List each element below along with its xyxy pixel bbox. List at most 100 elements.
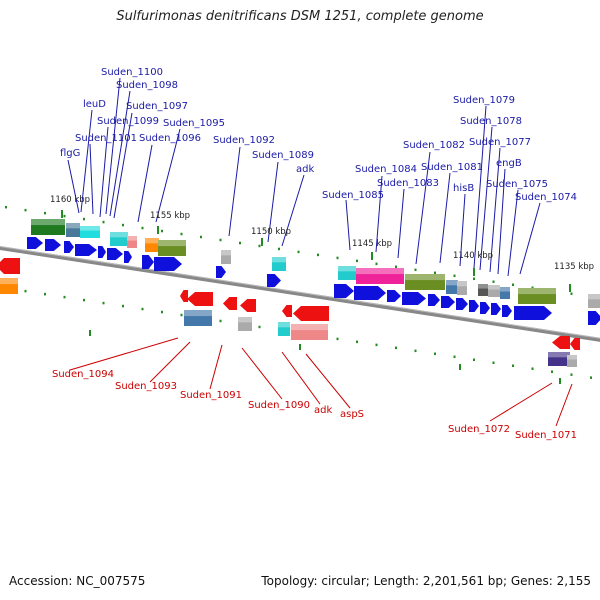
- accession-label: Accession: NC_007575: [9, 574, 146, 588]
- forward-arrow-5: [107, 248, 123, 260]
- block-steel-1-shine: [66, 223, 80, 229]
- reverse-gene-leader-5: [305, 353, 351, 409]
- reverse-gene-leader-1: [149, 341, 191, 383]
- forward-gene-leader-23: [519, 202, 541, 275]
- block-steel-2: [446, 280, 458, 294]
- forward-arrow-7: [142, 255, 154, 269]
- forward-arrow-1: [45, 239, 61, 251]
- forward-gene-leader-9: [228, 146, 241, 237]
- forward-gene-label-18: Suden_1079: [453, 95, 515, 106]
- forward-arrow-22: [514, 306, 552, 320]
- block-pink-2-shine: [291, 324, 328, 331]
- block-gray-1-shine: [221, 250, 231, 256]
- block-gray-6: [567, 355, 577, 367]
- position-label-1: 1155 kbp: [150, 211, 190, 221]
- reverse-arrow-0: [0, 258, 20, 274]
- position-label-2: 1150 kbp: [251, 227, 291, 237]
- forward-arrow-18: [469, 300, 479, 312]
- forward-gene-leader-6: [89, 143, 94, 215]
- reverse-gene-leader-2: [209, 344, 223, 390]
- reverse-arrow-2: [187, 292, 213, 306]
- block-orange-1-shine: [145, 238, 159, 244]
- forward-gene-label-15: Suden_1082: [403, 140, 465, 151]
- reverse-gene-label-4: adk: [314, 405, 332, 416]
- forward-arrow-14: [402, 292, 426, 305]
- reverse-gene-label-7: Suden_1071: [515, 430, 577, 441]
- forward-arrow-20: [491, 303, 501, 315]
- forward-gene-label-2: leuD: [83, 99, 106, 110]
- block-gray-1: [221, 250, 231, 264]
- forward-gene-label-5: Suden_1095: [163, 118, 225, 129]
- block-olive-3-shine: [518, 288, 556, 295]
- forward-gene-leader-18: [473, 105, 487, 269]
- block-pink-1: [127, 236, 137, 248]
- forward-gene-label-23: Suden_1074: [515, 192, 577, 203]
- reverse-gene-label-2: Suden_1091: [180, 390, 242, 401]
- forward-gene-leader-10: [267, 161, 279, 243]
- forward-arrow-8: [154, 257, 182, 271]
- reverse-gene-label-3: Suden_1090: [248, 400, 310, 411]
- block-orange-2-shine: [0, 278, 18, 285]
- block-cyan-4: [338, 266, 356, 280]
- block-magenta-1: [356, 268, 404, 284]
- forward-gene-leader-22: [507, 189, 519, 277]
- block-darkgray-1: [478, 284, 488, 296]
- forward-gene-label-8: flgG: [60, 148, 80, 159]
- block-steel-2-shine: [446, 280, 458, 286]
- block-gray-4: [588, 294, 600, 308]
- block-olive-1: [158, 240, 186, 256]
- genome-backbone-group: [0, 245, 600, 342]
- reverse-arrow-7: [552, 336, 570, 349]
- forward-gene-label-17: hisB: [453, 183, 474, 194]
- forward-gene-label-10: Suden_1089: [252, 150, 314, 161]
- forward-gene-leader-12: [345, 199, 351, 251]
- block-gray-4-shine: [588, 294, 600, 300]
- block-cyan-3-shine: [272, 257, 286, 263]
- forward-arrow-16: [441, 296, 455, 308]
- forward-gene-label-6: Suden_1101: [75, 133, 137, 144]
- forward-gene-leader-19: [479, 126, 493, 271]
- forward-gene-leader-21: [497, 168, 506, 275]
- block-gray-2: [457, 281, 467, 295]
- block-cyan-4-shine: [338, 266, 356, 272]
- block-gray-5-shine: [238, 317, 252, 323]
- reverse-arrow-8: [570, 338, 580, 350]
- reverse-arrow-6: [293, 306, 329, 321]
- forward-gene-labels: Suden_1100 Suden_1098 leuD Suden_1097 Suden_…: [60, 67, 577, 277]
- forward-gene-label-20: Suden_1077: [469, 137, 531, 148]
- forward-arrow-10: [267, 274, 281, 287]
- forward-gene-label-9: Suden_1092: [213, 135, 275, 146]
- block-steel-4: [184, 310, 212, 326]
- block-cyan-3: [272, 257, 286, 271]
- block-steel-4-shine: [184, 310, 212, 317]
- forward-gene-leader-13: [375, 175, 383, 253]
- block-cyan-2-shine: [110, 232, 128, 238]
- block-steel-3-shine: [500, 287, 510, 292]
- reverse-arrow-1: [180, 290, 188, 302]
- forward-gene-leader-4: [99, 126, 109, 218]
- reverse-arrow-5: [282, 305, 292, 317]
- block-olive-1-shine: [158, 240, 186, 247]
- block-green-1-shine: [31, 219, 65, 226]
- forward-gene-leader-1: [109, 90, 131, 217]
- forward-gene-label-22: Suden_1075: [486, 179, 548, 190]
- block-cyan-5: [278, 322, 290, 336]
- forward-gene-leader-7: [137, 144, 153, 223]
- genome-backbone-highlight: [0, 245, 600, 339]
- block-orange-2: [0, 278, 18, 294]
- forward-arrow-3: [75, 244, 97, 256]
- forward-gene-label-21: engB: [496, 158, 522, 169]
- forward-arrow-17: [456, 298, 468, 310]
- block-purple-1-shine: [548, 352, 570, 358]
- forward-gene-label-14: Suden_1083: [377, 178, 439, 189]
- forward-gene-leader-3: [113, 112, 133, 219]
- block-gray-3: [488, 285, 500, 297]
- forward-gene-leader-8: [67, 159, 80, 214]
- forward-arrow-11: [334, 284, 354, 298]
- forward-arrow-6: [124, 251, 132, 263]
- forward-gene-label-1: Suden_1098: [116, 80, 178, 91]
- reverse-gene-leader-3: [241, 347, 283, 400]
- reverse-gene-leader-4: [281, 351, 321, 405]
- position-labels: 1160 kbp 1155 kbp 1150 kbp 1145 kbp 1140 kbp…: [50, 195, 594, 272]
